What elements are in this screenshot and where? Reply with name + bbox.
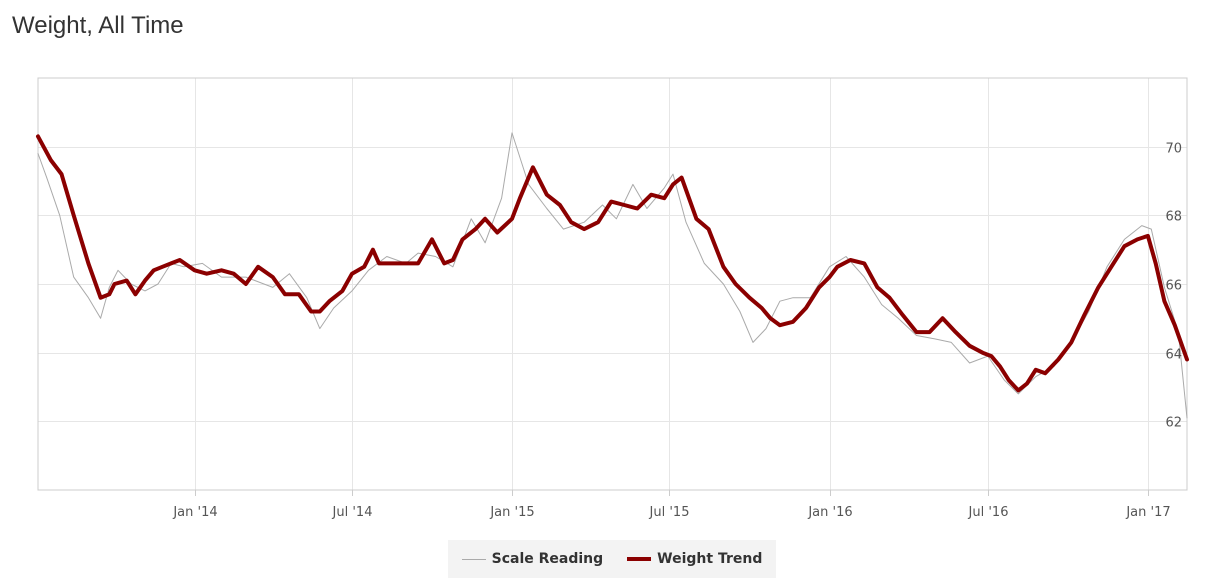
tick-labels: Jan '14 Jul '14 Jan '15 Jul '15 Jan '16 Jul '… — [172, 142, 1182, 521]
series-layer — [36, 132, 1189, 419]
y-tick-label: 70 — [1165, 142, 1182, 157]
y-tick-label: 66 — [1165, 279, 1182, 294]
x-tick-label: Jul '14 — [332, 505, 373, 520]
x-tick-label: Jul '16 — [968, 505, 1009, 520]
legend-label-scale-reading: Scale Reading — [491, 551, 604, 567]
x-tick-label: Jan '15 — [489, 505, 534, 520]
scale-reading-line — [37, 132, 1188, 419]
legend-item-scale-reading[interactable]: Scale Reading — [461, 551, 604, 567]
x-tick-label: Jan '16 — [807, 505, 852, 520]
y-tick-label: 64 — [1165, 348, 1182, 363]
grid — [38, 78, 1187, 496]
plot-area-border — [37, 77, 1188, 491]
scale-reading-swatch — [461, 558, 486, 560]
weight-trend-swatch — [627, 557, 652, 561]
y-tick-label: 68 — [1165, 210, 1182, 225]
weight-trend-line — [36, 134, 1189, 393]
y-tick-label: 62 — [1165, 416, 1182, 431]
chart-title: Weight, All Time — [12, 12, 184, 39]
legend-label-weight-trend: Weight Trend — [657, 551, 763, 567]
legend-item-weight-trend[interactable]: Weight Trend — [627, 551, 762, 567]
legend: Scale Reading Weight Trend — [448, 540, 776, 578]
x-tick-label: Jan '14 — [172, 505, 217, 520]
x-tick-label: Jan '17 — [1125, 505, 1170, 520]
x-tick-label: Jul '15 — [649, 505, 690, 520]
